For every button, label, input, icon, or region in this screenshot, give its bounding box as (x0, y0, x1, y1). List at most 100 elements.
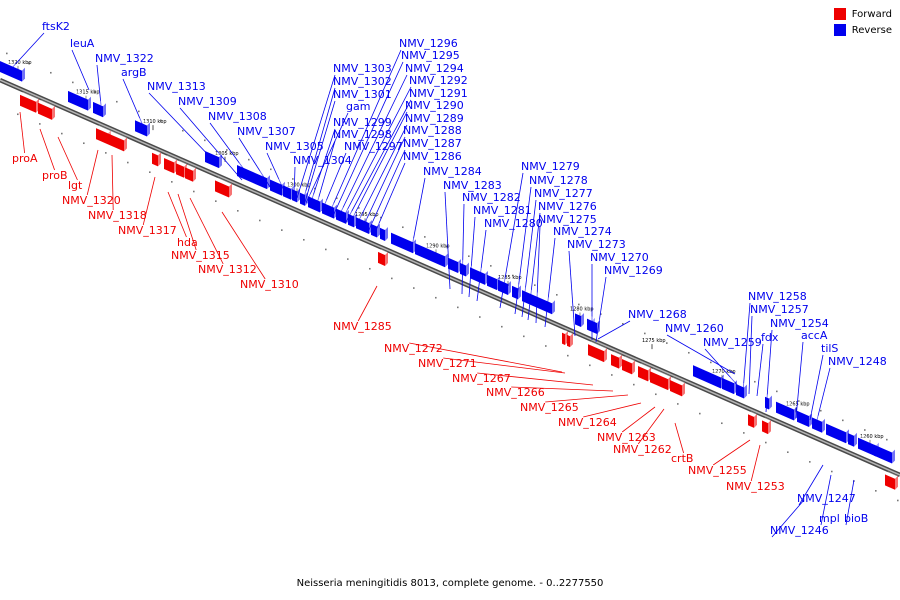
forward-gene[interactable] (638, 363, 651, 382)
reverse-gene-label[interactable]: NMV_1299 (333, 116, 392, 129)
reverse-gene[interactable] (874, 441, 895, 464)
reverse-gene[interactable] (68, 87, 91, 111)
forward-gene[interactable] (567, 331, 573, 348)
reverse-gene[interactable] (512, 282, 521, 300)
reverse-gene[interactable] (848, 430, 857, 447)
reverse-gene-label[interactable]: NMV_1302 (333, 75, 392, 88)
reverse-gene[interactable] (415, 240, 448, 268)
reverse-gene[interactable] (237, 162, 270, 190)
forward-gene-label[interactable]: NMV_1262 (613, 443, 672, 456)
forward-gene[interactable] (378, 248, 388, 266)
reverse-gene[interactable] (797, 407, 812, 428)
forward-gene-label[interactable]: NMV_1312 (198, 263, 257, 276)
reverse-gene-label[interactable]: NMV_1278 (529, 174, 588, 187)
forward-gene[interactable] (152, 149, 161, 167)
forward-gene-label[interactable]: NMV_1253 (726, 480, 785, 493)
reverse-gene[interactable] (0, 58, 25, 82)
reverse-gene-label[interactable]: ftsK2 (42, 20, 70, 33)
forward-gene-label[interactable]: proB (42, 169, 68, 182)
reverse-gene-label[interactable]: mpl (819, 512, 840, 525)
forward-gene-label[interactable]: NMV_1310 (240, 278, 299, 291)
reverse-gene-label[interactable]: NMV_1254 (770, 317, 829, 330)
forward-gene[interactable] (20, 91, 39, 113)
forward-gene[interactable] (38, 99, 55, 120)
reverse-gene-label[interactable]: NMV_1308 (208, 110, 267, 123)
reverse-gene[interactable] (336, 205, 349, 224)
reverse-gene[interactable] (135, 117, 150, 137)
reverse-gene-label[interactable]: gam (346, 100, 370, 113)
reverse-gene[interactable] (391, 229, 416, 254)
reverse-gene-label[interactable]: NMV_1258 (748, 290, 807, 303)
forward-gene-label[interactable]: NMV_1272 (384, 342, 443, 355)
forward-gene-label[interactable]: NMV_1266 (486, 386, 545, 399)
reverse-gene-label[interactable]: argB (121, 66, 147, 79)
forward-gene-label[interactable]: NMV_1315 (171, 249, 230, 262)
reverse-gene[interactable] (322, 199, 337, 219)
reverse-gene[interactable] (575, 310, 584, 327)
reverse-gene-label[interactable]: NMV_1305 (265, 140, 324, 153)
reverse-gene[interactable] (270, 176, 285, 196)
reverse-gene-label[interactable]: fdx (761, 331, 779, 344)
forward-gene[interactable] (885, 471, 898, 490)
forward-gene-label[interactable]: NMV_1265 (520, 401, 579, 414)
forward-gene-label[interactable]: crtB (671, 452, 693, 465)
reverse-gene-label[interactable]: NMV_1304 (293, 154, 352, 167)
reverse-gene-label[interactable]: NMV_1279 (521, 160, 580, 173)
reverse-gene-label[interactable]: NMV_1275 (538, 213, 597, 226)
forward-gene[interactable] (108, 130, 127, 152)
forward-gene[interactable] (611, 351, 622, 369)
forward-gene-label[interactable]: NMV_1317 (118, 224, 177, 237)
reverse-gene[interactable] (300, 189, 308, 206)
reverse-gene-label[interactable]: NMV_1295 (401, 49, 460, 62)
reverse-gene[interactable] (308, 193, 323, 213)
reverse-gene[interactable] (292, 186, 300, 203)
reverse-gene-label[interactable]: NMV_1298 (333, 128, 392, 141)
reverse-gene[interactable] (776, 398, 797, 421)
forward-gene-label[interactable]: NMV_1271 (418, 357, 477, 370)
forward-gene-label[interactable]: proA (12, 152, 38, 165)
reverse-gene-label[interactable]: NMV_1287 (403, 137, 462, 150)
reverse-gene-label[interactable]: leuA (70, 37, 95, 50)
forward-gene-label[interactable]: hda (177, 236, 198, 249)
forward-gene-label[interactable]: lgt (68, 179, 83, 192)
reverse-gene-label[interactable]: NMV_1246 (770, 524, 829, 537)
reverse-gene[interactable] (498, 276, 511, 295)
reverse-gene-label[interactable]: NMV_1322 (95, 52, 154, 65)
reverse-gene-label[interactable]: NMV_1307 (237, 125, 296, 138)
reverse-gene-label[interactable]: NMV_1276 (538, 200, 597, 213)
forward-gene-label[interactable]: NMV_1263 (597, 431, 656, 444)
reverse-gene-label[interactable]: NMV_1294 (405, 62, 464, 75)
forward-gene[interactable] (215, 177, 232, 198)
forward-gene-label[interactable]: NMV_1320 (62, 194, 121, 207)
reverse-gene[interactable] (592, 317, 600, 335)
forward-gene-label[interactable]: NMV_1285 (333, 320, 392, 333)
reverse-gene-label[interactable]: NMV_1248 (828, 355, 887, 368)
reverse-gene-label[interactable]: NMV_1260 (665, 322, 724, 335)
reverse-gene-label[interactable]: NMV_1296 (399, 37, 458, 50)
reverse-gene[interactable] (765, 393, 772, 410)
forward-gene-label[interactable]: NMV_1267 (452, 372, 511, 385)
reverse-gene-label[interactable]: NMV_1257 (750, 303, 809, 316)
forward-gene[interactable] (562, 329, 568, 345)
reverse-gene-label[interactable]: NMV_1277 (534, 187, 593, 200)
forward-gene[interactable] (588, 341, 607, 363)
reverse-gene-label[interactable]: NMV_1288 (403, 124, 462, 137)
reverse-gene[interactable] (736, 381, 747, 399)
reverse-gene[interactable] (470, 264, 488, 285)
reverse-gene-label[interactable]: NMV_1313 (147, 80, 206, 93)
reverse-gene-label[interactable]: NMV_1259 (703, 336, 762, 349)
forward-gene[interactable] (748, 411, 757, 428)
forward-gene-label[interactable]: NMV_1264 (558, 416, 617, 429)
reverse-gene[interactable] (205, 147, 222, 169)
reverse-gene-label[interactable]: NMV_1289 (405, 112, 464, 125)
reverse-gene-label[interactable]: NMV_1268 (628, 308, 687, 321)
reverse-gene-label[interactable]: NMV_1290 (405, 99, 464, 112)
reverse-gene[interactable] (364, 217, 372, 234)
forward-gene-label[interactable]: NMV_1318 (88, 209, 147, 222)
reverse-gene-label[interactable]: NMV_1283 (443, 179, 502, 192)
forward-gene[interactable] (185, 164, 196, 182)
forward-gene-label[interactable]: NMV_1255 (688, 464, 747, 477)
reverse-gene[interactable] (93, 98, 106, 118)
reverse-gene-label[interactable]: NMV_1292 (409, 74, 468, 87)
forward-gene[interactable] (622, 355, 635, 375)
